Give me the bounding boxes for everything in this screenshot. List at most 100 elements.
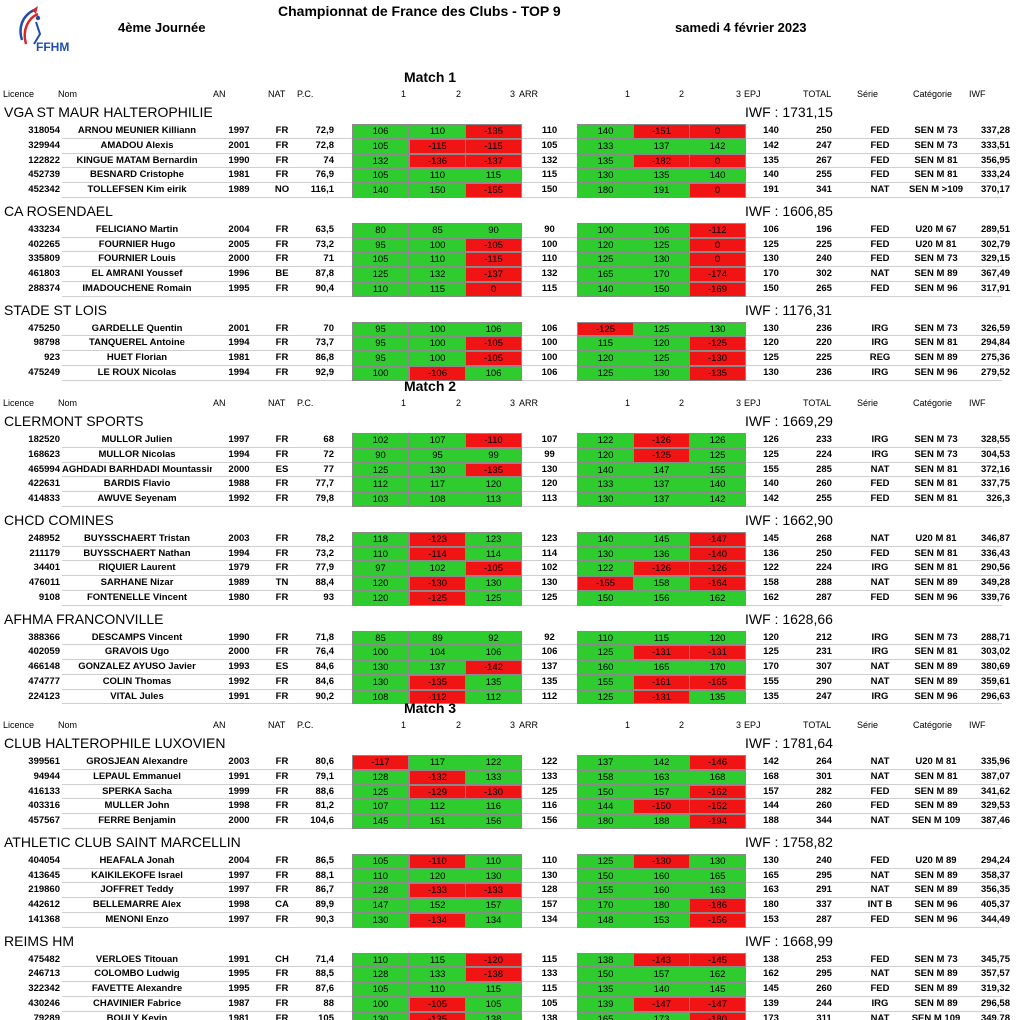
cj-best-cell: 173 <box>763 1012 779 1020</box>
total-cell: 240 <box>816 253 832 265</box>
cj-attempt: 156 <box>633 590 690 606</box>
cj-attempt: 137 <box>633 138 690 154</box>
athlete-row: 416133 SPERKA Sacha 1999 FR 88,6 125 -129 -130 1… <box>0 784 1024 800</box>
total-cell: 295 <box>816 869 832 881</box>
team-name: AFHMA FRANCONVILLE <box>4 610 164 627</box>
column-header-iwf: IWF <box>969 720 986 730</box>
iwf-cell: 372,16 <box>980 463 1010 475</box>
cj-attempt: -186 <box>689 898 746 913</box>
snatch-attempt: 92 <box>465 630 522 646</box>
snatch-attempt: 108 <box>352 689 409 705</box>
snatch-attempt: 105 <box>352 982 409 997</box>
cj-attempt: -194 <box>689 814 746 829</box>
cj-attempt: -143 <box>633 952 690 968</box>
nationality-cell: FR <box>275 478 289 490</box>
snatch-best-cell: 115 <box>541 983 558 994</box>
year-cell: 1981 <box>228 352 250 363</box>
licence-cell: 457567 <box>28 815 60 826</box>
cj-best-cell: 153 <box>763 913 779 925</box>
serie-cell: FED <box>870 547 890 559</box>
row-rule <box>62 492 1002 507</box>
total-cell: 224 <box>816 448 832 460</box>
team-name: CA ROSENDAEL <box>4 202 113 219</box>
licence-cell: 9108 <box>38 591 60 603</box>
snatch-attempt: 117 <box>409 755 466 770</box>
licence-cell: 404054 <box>28 854 60 866</box>
serie-cell: FED <box>870 478 890 490</box>
nationality-cell: FR <box>275 169 289 181</box>
cj-best-cell: 170 <box>763 268 779 279</box>
name-cell: GROSJEAN Alexandre <box>86 756 188 767</box>
snatch-best-cell: 92 <box>544 631 555 643</box>
cj-attempt: 170 <box>633 267 690 282</box>
cj-best-cell: 142 <box>763 493 779 504</box>
name-cell: HUET Florian <box>106 352 168 363</box>
snatch-attempt: 110 <box>465 853 522 869</box>
snatch-attempt: 115 <box>465 168 522 183</box>
snatch-attempt: -134 <box>409 912 466 928</box>
iwf-cell: 387,46 <box>980 815 1010 826</box>
category-cell: SEN M 89 <box>914 968 958 980</box>
athlete-row: 224123 VITAL Jules 1991 FR 90,2 108 -112 112 125… <box>0 689 1024 705</box>
snatch-attempt: -114 <box>409 546 466 562</box>
athlete-row: 474777 COLIN Thomas 1992 FR 84,6 130 -135 135 15… <box>0 674 1024 690</box>
licence-cell: 34401 <box>33 562 60 574</box>
snatch-best-cell: 122 <box>541 756 558 767</box>
total-cell: 344 <box>816 815 832 826</box>
category-cell: SEN M 96 <box>914 366 958 378</box>
column-header-s3: 3 <box>510 720 516 730</box>
athlete-row: 34401 RIQUIER Laurent 1979 FR 77,9 97 102 -105 1… <box>0 561 1024 576</box>
snatch-attempt: 130 <box>409 462 466 478</box>
cj-attempt: 120 <box>577 351 634 366</box>
athlete-row: 182520 MULLOR Julien 1997 FR 68 102 107 -110 122… <box>0 433 1024 448</box>
snatch-attempt: 137 <box>409 660 466 675</box>
bodyweight-cell: 77,7 <box>315 478 335 490</box>
column-header-s2: 2 <box>456 720 462 730</box>
year-cell: 2003 <box>228 532 250 544</box>
category-cell: SEN M 89 <box>914 577 958 588</box>
iwf-cell: 335,96 <box>980 756 1010 767</box>
team-name: VGA ST MAUR HALTEROPHILIE <box>4 104 213 120</box>
snatch-attempt: 100 <box>352 365 409 381</box>
licence-cell: 475249 <box>28 366 60 378</box>
snatch-attempt: -105 <box>409 996 466 1012</box>
cj-attempt: 165 <box>577 1011 634 1020</box>
snatch-attempt: 120 <box>409 868 466 884</box>
total-cell: 255 <box>816 169 832 181</box>
cj-attempt: 140 <box>633 982 690 997</box>
iwf-cell: 294,84 <box>980 337 1010 349</box>
cj-attempt: 144 <box>577 799 634 814</box>
name-cell: MULLER John <box>104 800 170 812</box>
snatch-attempt: -123 <box>409 531 466 547</box>
cj-attempt: -126 <box>633 433 690 448</box>
licence-cell: 414833 <box>28 493 60 504</box>
iwf-cell: 344,49 <box>980 913 1010 925</box>
team-name: CLUB HALTEROPHILE LUXOVIEN <box>4 735 226 751</box>
athlete-row: 329944 AMADOU Alexis 2001 FR 72,8 105 -115 -115… <box>0 138 1024 154</box>
snatch-attempt: 125 <box>352 784 409 800</box>
snatch-attempt: 133 <box>409 967 466 982</box>
athlete-row: 452342 TOLLEFSEN Kim eirik 1989 NO 116,1 140 1… <box>0 183 1024 198</box>
athlete-row: 211179 BUYSSCHAERT Nathan 1994 FR 73,2 110 -11… <box>0 546 1024 562</box>
category-cell: SEN M 89 <box>914 352 958 363</box>
cj-best-cell: 135 <box>763 154 779 166</box>
name-cell: SPERKA Sacha <box>102 785 172 797</box>
serie-cell: INT B <box>867 899 893 910</box>
iwf-cell: 336,43 <box>980 547 1010 559</box>
nationality-cell: FR <box>275 884 289 896</box>
snatch-attempt: 110 <box>352 281 409 297</box>
cj-attempt: 0 <box>689 183 746 198</box>
cj-attempt: 165 <box>577 267 634 282</box>
cj-attempt: 125 <box>633 237 690 253</box>
cj-best-cell: 125 <box>763 352 779 363</box>
cj-best-cell: 162 <box>763 968 779 980</box>
column-header-an: AN <box>213 398 226 408</box>
cj-best-cell: 139 <box>763 997 779 1009</box>
cj-attempt: 142 <box>689 492 746 507</box>
name-cell: AGHDADI BARHDADI Mountassir <box>62 463 212 475</box>
name-cell: GRAVOIS Ugo <box>104 646 170 658</box>
snatch-best-cell: 116 <box>541 800 558 812</box>
cj-best-cell: 155 <box>763 463 779 475</box>
row-rule <box>62 770 1002 785</box>
cj-attempt: 147 <box>633 462 690 478</box>
